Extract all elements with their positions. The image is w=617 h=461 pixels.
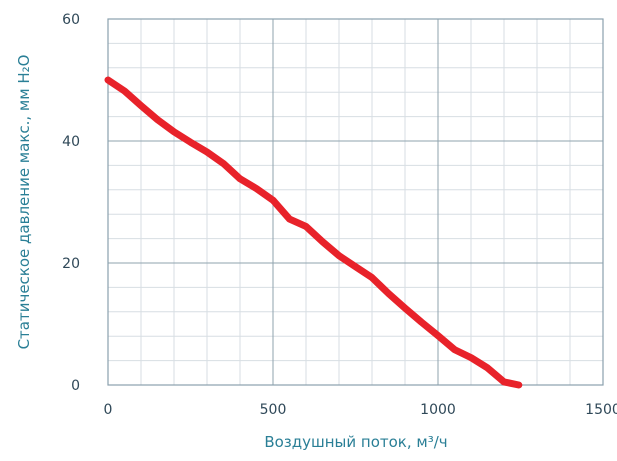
x-axis-title: Воздушный поток, м³/ч (264, 433, 447, 451)
plot-frame (107, 18, 604, 386)
y-axis-title: Статическое давление макс., мм H₂O (15, 55, 33, 350)
series-line (104, 76, 523, 389)
y-tick-label: 60 (62, 12, 80, 28)
y-tick-labels: 0 20 40 60 (62, 12, 80, 394)
y-tick-label: 20 (62, 256, 80, 272)
minor-grid (108, 19, 603, 385)
x-tick-labels: 0 500 1000 1500 (104, 402, 617, 418)
major-grid (108, 19, 603, 385)
y-tick-label: 0 (71, 378, 80, 394)
x-tick-label: 1000 (420, 402, 456, 418)
x-tick-label: 1500 (585, 402, 617, 418)
x-tick-label: 500 (260, 402, 287, 418)
x-tick-label: 0 (104, 402, 113, 418)
y-tick-label: 40 (62, 134, 80, 150)
